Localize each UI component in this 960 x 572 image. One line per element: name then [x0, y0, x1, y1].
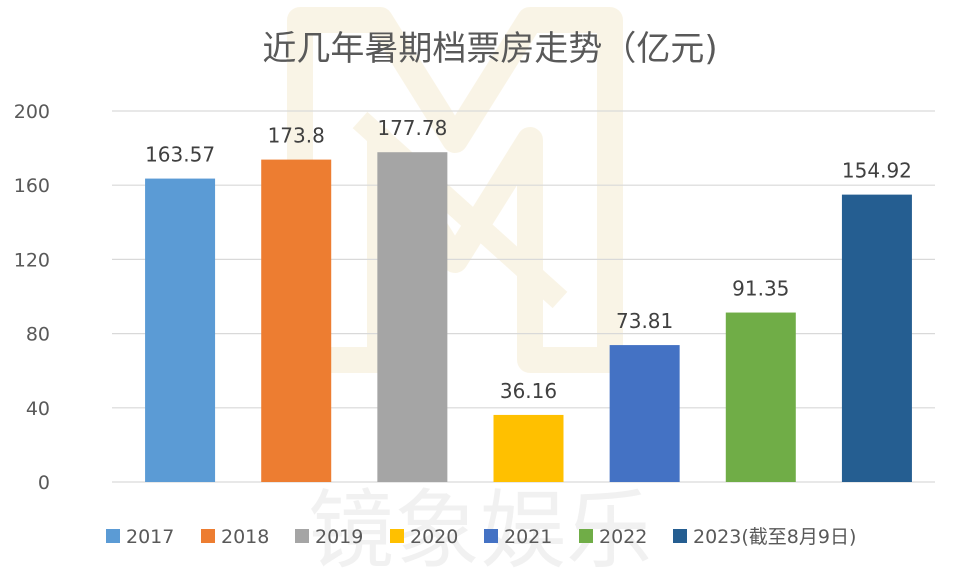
bar-2018 — [261, 159, 332, 482]
legend-swatch — [484, 529, 498, 543]
legend-label: 2018 — [221, 526, 269, 548]
chart-title: 近几年暑期档票房走势（亿元) — [262, 29, 717, 69]
y-tick-label: 120 — [14, 249, 50, 271]
bars — [145, 152, 912, 483]
gridlines — [112, 110, 935, 483]
y-tick-label: 0 — [38, 472, 50, 494]
legend-item: 2017 — [106, 526, 174, 548]
legend-swatch — [295, 529, 309, 543]
y-axis: 0 40 80 120 160 200 — [14, 101, 50, 494]
bar-2019 — [377, 152, 448, 483]
y-tick-label: 40 — [26, 398, 50, 420]
legend-label: 2020 — [410, 526, 458, 548]
svg-text:镜象娱乐: 镜象娱乐 — [308, 481, 652, 572]
bar-2022 — [725, 312, 796, 482]
watermark-logo: 镜象娱乐 — [287, 7, 652, 572]
data-label: 154.92 — [842, 159, 912, 183]
legend-swatch — [106, 529, 120, 543]
data-label: 177.78 — [377, 116, 447, 140]
y-tick-label: 160 — [14, 175, 50, 197]
legend-label: 2021 — [504, 526, 552, 548]
legend-label: 2017 — [126, 526, 174, 548]
legend-swatch — [673, 529, 687, 543]
legend-item: 2019 — [295, 526, 363, 548]
bar-2021 — [609, 345, 680, 482]
data-label: 173.8 — [268, 124, 325, 148]
data-labels: 163.57 173.8 177.78 36.16 73.81 91.35 154.92 — [145, 116, 912, 403]
legend: 2017 2018 2019 2020 2021 2022 2023(截至8月9日) — [106, 526, 856, 548]
legend-item: 2018 — [201, 526, 269, 548]
legend-label: 2019 — [315, 526, 363, 548]
data-label: 91.35 — [732, 277, 789, 301]
legend-item: 2022 — [579, 526, 647, 548]
legend-item: 2020 — [390, 526, 458, 548]
legend-swatch — [390, 529, 404, 543]
legend-swatch — [579, 529, 593, 543]
y-tick-label: 80 — [26, 324, 50, 346]
data-label: 36.16 — [500, 379, 557, 403]
legend-swatch — [201, 529, 215, 543]
legend-item: 2021 — [484, 526, 552, 548]
legend-label: 2022 — [599, 526, 647, 548]
legend-item: 2023(截至8月9日) — [673, 526, 856, 548]
bar-2017 — [145, 178, 216, 483]
data-label: 163.57 — [145, 143, 215, 167]
bar-2020 — [493, 414, 564, 482]
bar-2023 — [841, 194, 912, 482]
legend-label: 2023(截至8月9日) — [693, 526, 856, 548]
data-label: 73.81 — [616, 309, 673, 333]
y-tick-label: 200 — [14, 101, 50, 123]
